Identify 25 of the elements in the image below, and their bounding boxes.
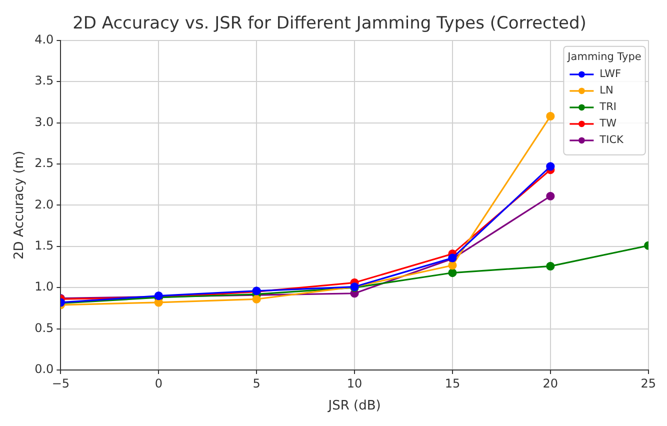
y-tick-label: 3.0: [34, 114, 54, 129]
y-tick-label: 2.0: [34, 197, 54, 212]
y-axis-title: 2D Accuracy (m): [12, 150, 28, 260]
legend-title: Jamming Type: [566, 51, 642, 64]
x-tick-label: 10: [346, 376, 362, 390]
legend-label: TRI: [598, 101, 616, 114]
y-tick-label: 0.0: [34, 362, 54, 376]
legend-label: TICK: [598, 134, 625, 146]
x-tick-label: −5: [52, 376, 70, 390]
x-tick-label: 0: [154, 376, 162, 390]
legend-label: TW: [598, 118, 618, 130]
y-tick-label: 1.0: [34, 280, 54, 294]
x-tick-label: 20: [542, 376, 558, 390]
y-tick-label: 2.5: [34, 156, 54, 170]
y-tick-label: 0.5: [34, 320, 54, 335]
y-tick-label: 4.0: [34, 32, 54, 47]
x-tick-label: 15: [444, 376, 460, 390]
x-tick-label: 5: [252, 376, 260, 390]
chart-title: 2D Accuracy vs. JSR for Different Jamming Types (Corrected): [72, 14, 586, 34]
x-tick-label: 25: [640, 376, 656, 390]
y-tick-label: 3.5: [34, 74, 54, 88]
legend-label: LWF: [600, 68, 621, 80]
x-axis-title: JSR (dB): [327, 398, 381, 414]
legend-label: LN: [600, 84, 614, 97]
y-tick-label: 1.5: [34, 238, 54, 253]
